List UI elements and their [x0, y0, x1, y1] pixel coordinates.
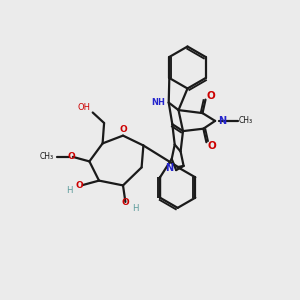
- Text: H: H: [132, 204, 138, 213]
- Text: OH: OH: [78, 103, 91, 112]
- Text: O: O: [68, 152, 75, 161]
- Text: H: H: [66, 186, 72, 195]
- Text: N: N: [166, 163, 174, 173]
- Text: NH: NH: [151, 98, 165, 107]
- Text: O: O: [119, 124, 127, 134]
- Text: O: O: [207, 141, 216, 151]
- Text: N: N: [218, 116, 226, 126]
- Text: CH₃: CH₃: [40, 152, 54, 161]
- Text: CH₃: CH₃: [239, 116, 253, 125]
- Text: O: O: [206, 91, 215, 101]
- Text: O: O: [122, 198, 129, 207]
- Text: O: O: [76, 181, 83, 190]
